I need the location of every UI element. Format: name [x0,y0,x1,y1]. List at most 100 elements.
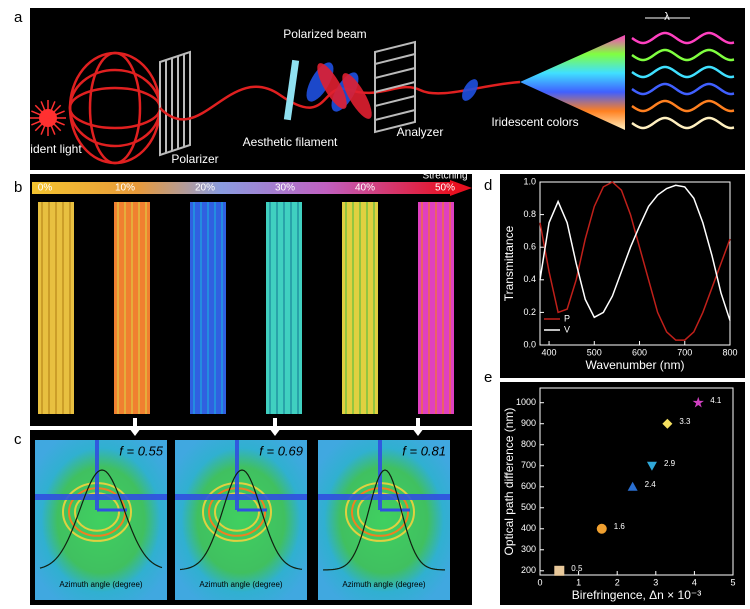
fiber-streak [269,202,271,414]
light-ray [47,117,56,135]
diffraction-image [175,440,307,600]
x-axis-label: Azimuth angle (degree) [59,580,142,589]
helix-red [317,63,372,119]
fiber-streak [276,202,278,414]
profile-curve [39,469,163,569]
panel-label: a [14,9,23,26]
fiber-streak [138,202,140,414]
x-axis-title: Wavenumber (nm) [586,358,685,372]
x-tick-label: 4 [692,577,697,587]
stretch-scale [32,182,452,194]
diffraction-image [35,440,167,600]
color-wave [631,31,735,45]
arrow [412,418,424,436]
caption: Polarizer [171,152,218,166]
x-axis-label: Azimuth angle (degree) [199,580,282,589]
y-tick-label: 1.0 [523,176,536,186]
color-wave [631,48,735,62]
series-line [539,181,731,341]
caption: Stretching [422,171,467,182]
f-label: f = 0.81 [402,443,446,458]
point-label: 4.1 [710,396,722,405]
caption: Incident light [14,142,82,156]
fiber-streak [124,202,126,414]
fiber-streak [214,202,216,414]
point-label: 2.4 [645,480,657,489]
marker [646,461,657,471]
fiber-streak [62,202,64,414]
color-wave [631,116,735,130]
panel-label: c [14,431,22,448]
fiber-streak [435,202,437,414]
fiber-streak [290,202,292,414]
fiber-streak [207,202,209,414]
light-ray [31,110,49,119]
y-tick-label: 0.8 [523,209,536,219]
y-tick-label: 300 [521,544,536,554]
light-ray [47,117,62,132]
scale-label: 30% [275,183,295,194]
polarizer-grid [159,50,191,157]
point-label: 1.6 [614,522,626,531]
x-tick-label: 700 [677,347,692,357]
fiber-streak [69,202,71,414]
y-tick-label: 0.6 [523,242,536,252]
panel-label: d [484,177,492,194]
fiber-streak [145,202,147,414]
plot-frame [539,181,731,346]
legend-label: V [564,324,570,334]
profile-curve [322,469,446,571]
fiber-streak [442,202,444,414]
scale-label: 20% [195,183,215,194]
y-axis-title: Transmittance [502,225,516,301]
fiber-streak [41,202,43,414]
marker [692,396,704,408]
point-label: 3.3 [679,417,691,426]
caption: λ [664,11,670,23]
color-cone [520,35,625,130]
y-tick-label: 900 [521,418,536,428]
fiber-streak [352,202,354,414]
fiber-streak [131,202,133,414]
light-ray [47,101,56,119]
x-tick-label: 800 [722,347,737,357]
y-tick-label: 700 [521,460,536,470]
light-ray [31,117,49,126]
x-axis-label: Azimuth angle (degree) [342,580,425,589]
marker [627,481,638,491]
f-label: f = 0.55 [119,443,163,458]
panel-a-illustration [30,17,735,165]
caption: Polarized beam [283,27,366,41]
fiber-streak [283,202,285,414]
fiber-streak [193,202,195,414]
light-ray [34,104,49,119]
fiber-streak [373,202,375,414]
fiber-streak [297,202,299,414]
stretch-arrow [450,180,472,196]
y-tick-label: 600 [521,481,536,491]
marker [596,523,607,534]
light-ray [47,104,62,119]
panel-label: e [484,369,492,386]
series-line [539,184,731,321]
light-ray [40,117,49,135]
scale-label: 0% [38,183,53,194]
fiber-streak [449,202,451,414]
x-tick-label: 5 [730,577,735,587]
x-tick-label: 3 [653,577,658,587]
panel-c-illustration: f = 0.55 Azimuth angle (degree) f = 0.69 Az… [35,418,450,600]
caption: Aesthetic filament [243,135,338,149]
caption: Iridescent colors [491,115,578,129]
y-tick-label: 0.0 [523,339,536,349]
marker [554,565,565,576]
light-ray [40,101,49,119]
fiber-streak [359,202,361,414]
f-label: f = 0.69 [259,443,303,458]
y-tick-label: 0.4 [523,274,536,284]
color-waves [631,31,735,130]
y-tick-label: 800 [521,439,536,449]
point-label: 2.9 [664,459,676,468]
arrow [129,418,141,436]
legend-label: P [564,313,570,323]
